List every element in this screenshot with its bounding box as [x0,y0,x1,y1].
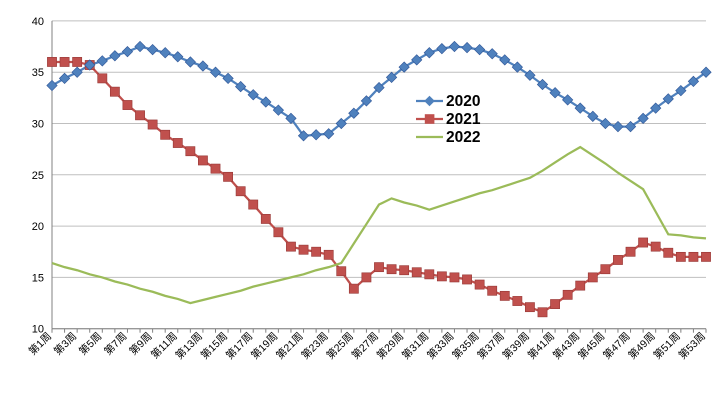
svg-text:2020: 2020 [446,93,480,110]
svg-text:15: 15 [32,272,44,284]
svg-text:2022: 2022 [446,129,480,146]
svg-text:30: 30 [32,119,44,131]
svg-text:40: 40 [32,16,44,28]
svg-text:35: 35 [32,67,44,79]
svg-text:25: 25 [32,170,44,182]
svg-text:2021: 2021 [446,111,481,128]
svg-text:20: 20 [32,221,44,233]
